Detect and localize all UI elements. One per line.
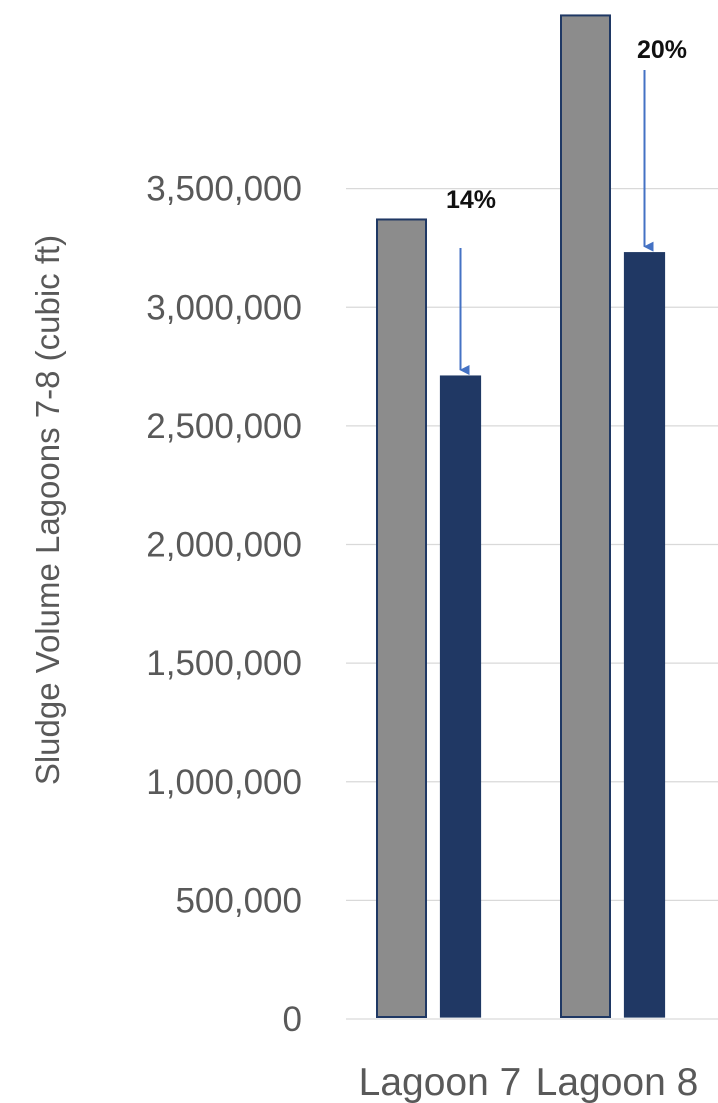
y-tick-label: 2,000,000 [146,526,302,565]
y-axis-ticks: 0 500,000 1,000,000 1,500,000 2,000,000 2,500… [146,170,302,1039]
y-tick-label: 3,500,000 [146,170,302,209]
bar-lagoon-7-series-2 [439,375,482,1018]
x-axis-categories: Lagoon 7 Lagoon 8 [359,1061,699,1103]
change-annotation-lagoon-8: 20% [637,36,687,64]
y-axis-label: Sludge Volume Lagoons 7-8 (cubic ft) [29,235,66,785]
x-category-label: Lagoon 8 [536,1061,699,1103]
x-category-label: Lagoon 7 [359,1061,522,1103]
y-tick-label: 3,000,000 [146,288,302,327]
bar-lagoon-8-series-1 [560,14,611,1019]
y-tick-label: 1,500,000 [146,644,302,683]
y-tick-label: 0 [283,1000,302,1039]
change-annotation-lagoon-7: 14% [446,186,496,214]
y-tick-label: 1,000,000 [146,763,302,802]
bar-lagoon-8-series-2 [623,252,666,1018]
bar-lagoon-7-series-1 [376,218,427,1018]
y-tick-label: 2,500,000 [146,407,302,446]
bars [376,14,666,1019]
annotations: 14% 20% [446,36,687,376]
y-tick-label: 500,000 [175,881,302,920]
